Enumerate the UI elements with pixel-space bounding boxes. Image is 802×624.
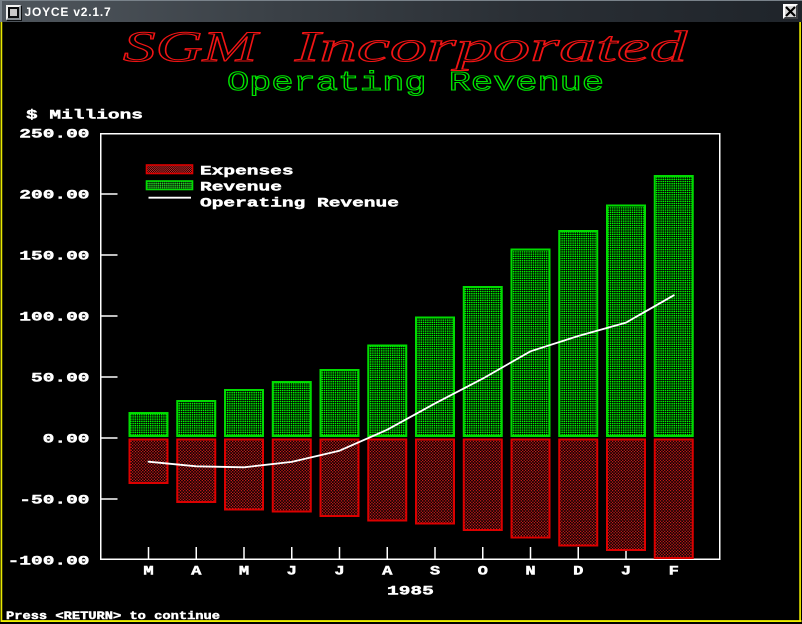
- svg-text:0.00: 0.00: [43, 432, 90, 447]
- svg-text:150.00: 150.00: [19, 249, 89, 264]
- svg-text:SGM: SGM: [123, 23, 261, 71]
- svg-text:N: N: [525, 563, 535, 578]
- svg-text:A: A: [191, 563, 202, 578]
- svg-text:M: M: [143, 563, 153, 578]
- svg-text:-100.00: -100.00: [8, 554, 90, 569]
- svg-text:S: S: [430, 563, 440, 578]
- svg-text:Press <RETURN> to continue: Press <RETURN> to continue: [6, 611, 220, 623]
- svg-text:200.00: 200.00: [19, 188, 89, 203]
- svg-text:J: J: [334, 563, 344, 578]
- svg-text:Revenue: Revenue: [200, 180, 282, 195]
- svg-text:O: O: [478, 563, 488, 578]
- svg-text:D: D: [573, 563, 583, 578]
- svg-text:Operating Revenue: Operating Revenue: [200, 196, 399, 211]
- svg-text:Expenses: Expenses: [200, 164, 294, 179]
- svg-text:J: J: [621, 563, 631, 578]
- svg-text:1985: 1985: [387, 584, 434, 599]
- svg-text:$ Millions: $ Millions: [26, 108, 143, 123]
- svg-text:-50.00: -50.00: [19, 493, 89, 508]
- svg-text:F: F: [669, 563, 679, 578]
- svg-text:100.00: 100.00: [19, 310, 89, 325]
- svg-text:250.00: 250.00: [19, 127, 89, 142]
- svg-text:A: A: [382, 563, 393, 578]
- svg-text:50.00: 50.00: [31, 371, 90, 386]
- svg-text:J: J: [287, 563, 297, 578]
- svg-text:M: M: [239, 563, 249, 578]
- svg-text:Operating Revenue: Operating Revenue: [227, 69, 604, 99]
- svg-text:Incorporated: Incorporated: [293, 23, 687, 71]
